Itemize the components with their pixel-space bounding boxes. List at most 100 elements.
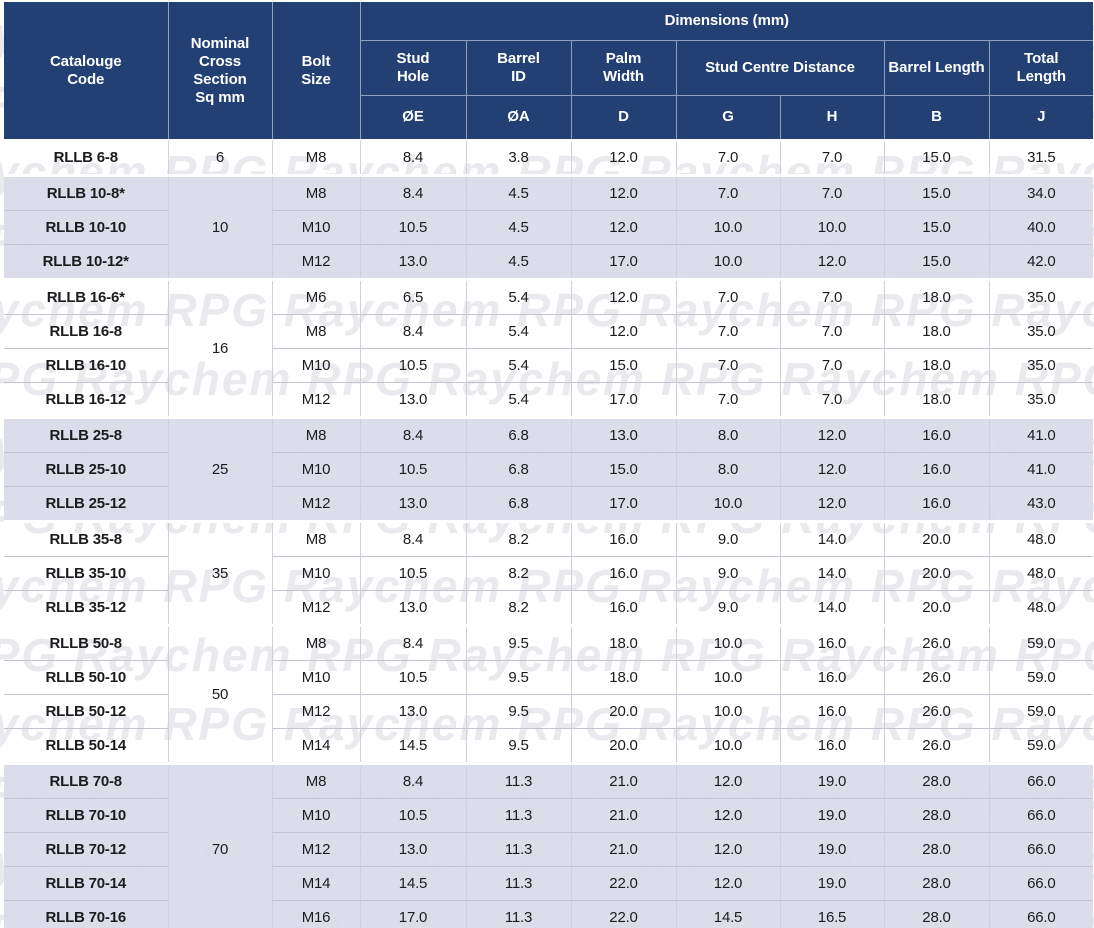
catalogue-code-cell: RLLB 70-10 [4, 798, 168, 833]
total-length-cell: 35.0 [988, 278, 1094, 315]
total-length-cell: 66.0 [988, 798, 1094, 833]
centre-h-cell: 16.0 [779, 728, 884, 764]
barrel-id-cell: 6.8 [465, 452, 571, 487]
barrel-id-cell: 11.3 [465, 832, 571, 867]
header-stud-centre-distance: Stud Centre Distance [675, 39, 885, 96]
total-length-cell: 59.0 [988, 624, 1094, 661]
table-row: RLLB 70-10 M10 10.5 11.3 21.0 12.0 19.0 28.0 66.… [4, 798, 1094, 833]
table-row: RLLB 70-12 M12 13.0 11.3 21.0 12.0 19.0 28.0 66.… [4, 832, 1094, 867]
bolt-size-cell: M12 [271, 382, 360, 418]
stud-hole-cell: 14.5 [359, 866, 466, 901]
total-length-cell: 34.0 [988, 174, 1094, 211]
table-row: RLLB 50-12 M12 13.0 9.5 20.0 10.0 16.0 26.0 59.0 [4, 694, 1094, 729]
centre-g-cell: 10.0 [675, 694, 780, 729]
bolt-size-cell: M12 [271, 832, 360, 867]
barrel-length-cell: 28.0 [883, 798, 989, 833]
table-row: RLLB 25-8 25 M8 8.4 6.8 13.0 8.0 12.0 16.0 41.0 [4, 416, 1094, 522]
header-total-length: Total Length [988, 39, 1094, 96]
table-row: RLLB 16-12 M12 13.0 5.4 17.0 7.0 7.0 18.0 35.0 [4, 382, 1094, 418]
palm-width-cell: 17.0 [570, 486, 676, 522]
barrel-length-cell: 15.0 [883, 244, 989, 280]
catalogue-code-cell: RLLB 10-10 [4, 210, 168, 245]
barrel-id-cell: 5.4 [465, 278, 571, 315]
barrel-id-cell: 5.4 [465, 348, 571, 383]
centre-g-cell: 9.0 [675, 556, 780, 591]
catalogue-code-cell: RLLB 16-8 [4, 314, 168, 349]
cross-section-cell: 6 [167, 139, 272, 176]
palm-width-cell: 22.0 [570, 866, 676, 901]
total-length-cell: 59.0 [988, 660, 1094, 695]
centre-h-cell: 16.0 [779, 694, 884, 729]
stud-hole-cell: 10.5 [359, 348, 466, 383]
centre-h-cell: 12.0 [779, 486, 884, 522]
catalogue-code-cell: RLLB 35-12 [4, 590, 168, 626]
barrel-length-cell: 26.0 [883, 728, 989, 764]
palm-width-cell: 17.0 [570, 382, 676, 418]
header-stud-hole: Stud Hole [360, 39, 467, 96]
centre-h-cell: 19.0 [779, 762, 884, 799]
centre-h-cell: 14.0 [779, 590, 884, 626]
centre-h-cell: 7.0 [779, 174, 884, 211]
centre-g-cell: 14.5 [675, 900, 780, 928]
barrel-id-cell: 6.8 [465, 416, 571, 453]
table-row: RLLB 70-16 M16 17.0 11.3 22.0 14.5 16.5 28.0 66.… [4, 900, 1094, 928]
barrel-length-cell: 18.0 [883, 314, 989, 349]
palm-width-cell: 20.0 [570, 694, 676, 729]
barrel-id-cell: 4.5 [465, 174, 571, 211]
palm-width-cell: 18.0 [570, 624, 676, 661]
barrel-length-cell: 15.0 [883, 174, 989, 211]
palm-width-cell: 21.0 [570, 832, 676, 867]
bolt-size-cell: M8 [271, 139, 360, 176]
palm-width-cell: 21.0 [570, 798, 676, 833]
centre-g-cell: 12.0 [675, 762, 780, 799]
centre-g-cell: 8.0 [675, 416, 780, 453]
centre-g-cell: 12.0 [675, 832, 780, 867]
total-length-cell: 35.0 [988, 348, 1094, 383]
palm-width-cell: 12.0 [570, 278, 676, 315]
bolt-size-cell: M14 [271, 728, 360, 764]
stud-hole-cell: 13.0 [359, 382, 466, 418]
barrel-length-cell: 18.0 [883, 348, 989, 383]
table-row: RLLB 70-14 M14 14.5 11.3 22.0 12.0 19.0 28.0 66.… [4, 866, 1094, 901]
barrel-length-cell: 26.0 [883, 624, 989, 661]
palm-width-cell: 12.0 [570, 210, 676, 245]
catalogue-code-cell: RLLB 50-8 [4, 624, 168, 661]
centre-g-cell: 9.0 [675, 520, 780, 557]
header-code-centre-g: G [675, 94, 781, 141]
catalogue-code-cell: RLLB 35-8 [4, 520, 168, 557]
barrel-id-cell: 4.5 [465, 210, 571, 245]
stud-hole-cell: 10.5 [359, 556, 466, 591]
centre-h-cell: 7.0 [779, 382, 884, 418]
bolt-size-cell: M10 [271, 660, 360, 695]
total-length-cell: 66.0 [988, 866, 1094, 901]
catalogue-code-cell: RLLB 25-10 [4, 452, 168, 487]
table-row: RLLB 35-8 35 M8 8.4 8.2 16.0 9.0 14.0 20.0 48.0 [4, 520, 1094, 626]
barrel-id-cell: 9.5 [465, 624, 571, 661]
catalogue-code-cell: RLLB 70-16 [4, 900, 168, 928]
stud-hole-cell: 13.0 [359, 832, 466, 867]
centre-h-cell: 7.0 [779, 278, 884, 315]
stud-hole-cell: 14.5 [359, 728, 466, 764]
bolt-size-cell: M8 [271, 314, 360, 349]
centre-g-cell: 7.0 [675, 348, 780, 383]
stud-hole-cell: 8.4 [359, 624, 466, 661]
total-length-cell: 66.0 [988, 900, 1094, 928]
table-row: RLLB 16-6* 16 M6 6.5 5.4 12.0 7.0 7.0 18.0 35.0 [4, 278, 1094, 418]
barrel-id-cell: 5.4 [465, 314, 571, 349]
palm-width-cell: 16.0 [570, 520, 676, 557]
bolt-size-cell: M8 [271, 520, 360, 557]
barrel-id-cell: 8.2 [465, 590, 571, 626]
centre-h-cell: 10.0 [779, 210, 884, 245]
stud-hole-cell: 10.5 [359, 660, 466, 695]
table-row: RLLB 16-8 M8 8.4 5.4 12.0 7.0 7.0 18.0 35.0 [4, 314, 1094, 349]
cross-section-cell: 70 [167, 762, 272, 928]
barrel-id-cell: 11.3 [465, 866, 571, 901]
stud-hole-cell: 8.4 [359, 174, 466, 211]
barrel-id-cell: 9.5 [465, 728, 571, 764]
table-row: RLLB 70-8 70 M8 8.4 11.3 21.0 12.0 19.0 28.0 66.0 [4, 762, 1094, 928]
stud-hole-cell: 8.4 [359, 416, 466, 453]
bolt-size-cell: M8 [271, 762, 360, 799]
palm-width-cell: 15.0 [570, 452, 676, 487]
barrel-length-cell: 28.0 [883, 762, 989, 799]
barrel-length-cell: 15.0 [883, 139, 989, 176]
